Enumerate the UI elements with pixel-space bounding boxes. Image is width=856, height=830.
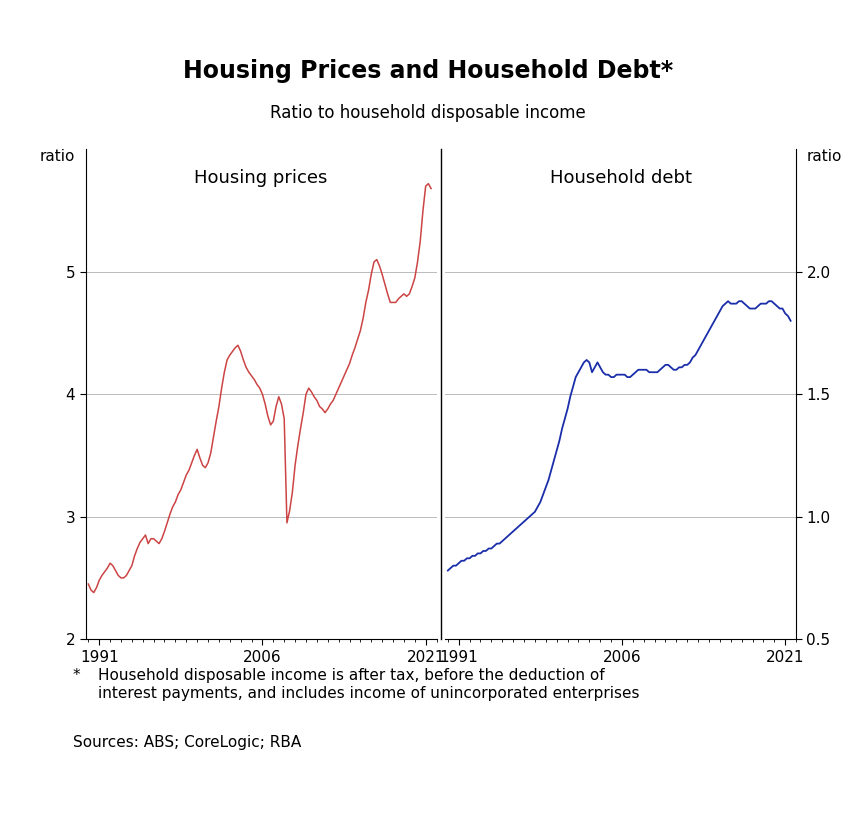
- Text: Ratio to household disposable income: Ratio to household disposable income: [270, 104, 586, 122]
- Text: Housing Prices and Household Debt*: Housing Prices and Household Debt*: [183, 59, 673, 83]
- Text: *: *: [73, 668, 80, 683]
- Text: Housing prices: Housing prices: [194, 169, 328, 187]
- Text: ratio: ratio: [40, 149, 75, 164]
- Text: Sources: ABS; CoreLogic; RBA: Sources: ABS; CoreLogic; RBA: [73, 735, 301, 749]
- Text: Household disposable income is after tax, before the deduction of
interest payme: Household disposable income is after tax…: [98, 668, 640, 701]
- Text: ratio: ratio: [806, 149, 841, 164]
- Text: Household debt: Household debt: [550, 169, 692, 187]
